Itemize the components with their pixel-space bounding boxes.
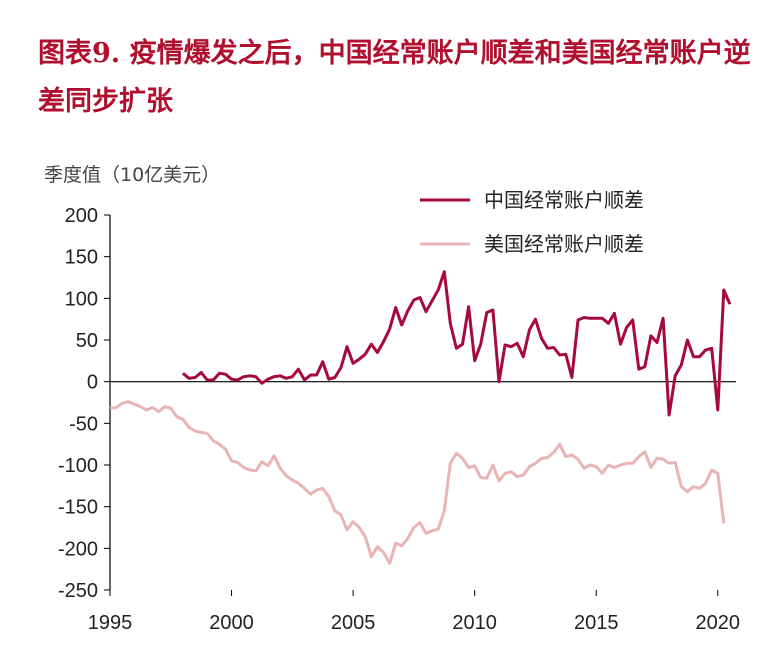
x-tick-label: 1995 xyxy=(88,612,133,634)
y-tick-label: -50 xyxy=(69,413,98,435)
y-tick-label: 100 xyxy=(65,288,98,310)
y-tick-label: -200 xyxy=(58,538,98,560)
chart-title: 图表9. 疫情爆发之后，中国经常账户顺差和美国经常账户逆差同步扩张 xyxy=(38,38,751,117)
y-axis-unit-label: 季度值（10亿美元） xyxy=(44,164,221,186)
y-tick-label: -250 xyxy=(58,580,98,602)
series-line-1 xyxy=(181,270,732,417)
y-tick-label: 50 xyxy=(76,330,98,352)
x-tick-label: 2010 xyxy=(452,612,497,634)
y-tick-label: -150 xyxy=(58,497,98,519)
legend-label-1: 中国经常账户顺差 xyxy=(484,188,644,212)
y-tick-label: 200 xyxy=(65,205,98,227)
series-line-2 xyxy=(109,400,726,565)
y-tick-label: 150 xyxy=(65,247,98,269)
legend-label-2: 美国经常账户顺差 xyxy=(484,232,644,256)
x-tick-label: 2005 xyxy=(331,612,376,634)
x-tick-label: 2015 xyxy=(574,612,619,634)
y-tick-label: -100 xyxy=(58,455,98,477)
x-tick-label: 2020 xyxy=(696,612,741,634)
x-tick-label: 2000 xyxy=(209,612,254,634)
y-tick-label: 0 xyxy=(87,372,98,394)
